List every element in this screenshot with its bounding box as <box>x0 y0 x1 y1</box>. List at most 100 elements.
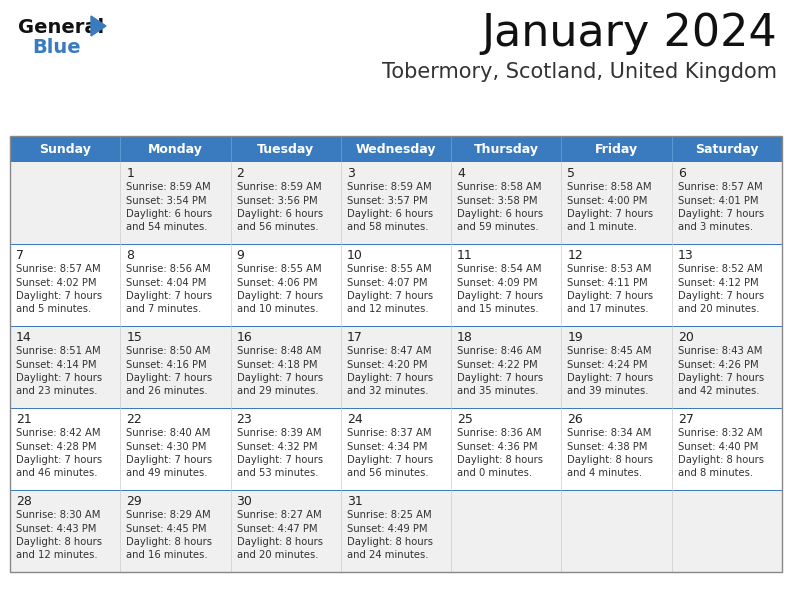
Text: Daylight: 7 hours: Daylight: 7 hours <box>347 373 433 383</box>
Text: 15: 15 <box>126 331 142 344</box>
Bar <box>672 326 782 408</box>
Bar <box>562 408 672 490</box>
Text: Daylight: 7 hours: Daylight: 7 hours <box>237 291 322 301</box>
Text: Friday: Friday <box>595 143 638 155</box>
Text: Daylight: 7 hours: Daylight: 7 hours <box>457 373 543 383</box>
Text: Sunset: 4:26 PM: Sunset: 4:26 PM <box>678 359 758 370</box>
Bar <box>120 244 230 326</box>
Text: Sunrise: 8:47 AM: Sunrise: 8:47 AM <box>347 346 432 356</box>
Text: 11: 11 <box>457 249 473 262</box>
Text: and 46 minutes.: and 46 minutes. <box>16 469 97 479</box>
Text: 4: 4 <box>457 167 465 180</box>
Text: Tobermory, Scotland, United Kingdom: Tobermory, Scotland, United Kingdom <box>382 62 777 82</box>
Bar <box>341 490 451 572</box>
Bar <box>230 490 341 572</box>
Bar <box>451 244 562 326</box>
Text: 17: 17 <box>347 331 363 344</box>
Text: 19: 19 <box>567 331 583 344</box>
Text: Sunset: 4:18 PM: Sunset: 4:18 PM <box>237 359 317 370</box>
Text: and 16 minutes.: and 16 minutes. <box>126 551 208 561</box>
Text: Sunset: 4:09 PM: Sunset: 4:09 PM <box>457 277 538 288</box>
Text: Daylight: 7 hours: Daylight: 7 hours <box>567 291 653 301</box>
Text: Daylight: 8 hours: Daylight: 8 hours <box>567 455 653 465</box>
Bar <box>672 408 782 490</box>
Text: Daylight: 7 hours: Daylight: 7 hours <box>237 455 322 465</box>
Bar <box>672 490 782 572</box>
Text: Daylight: 7 hours: Daylight: 7 hours <box>16 373 102 383</box>
Text: and 42 minutes.: and 42 minutes. <box>678 387 760 397</box>
Text: 27: 27 <box>678 413 694 426</box>
Text: Sunrise: 8:59 AM: Sunrise: 8:59 AM <box>126 182 211 192</box>
Text: Sunset: 4:01 PM: Sunset: 4:01 PM <box>678 195 758 206</box>
Text: 12: 12 <box>567 249 583 262</box>
Text: 7: 7 <box>16 249 24 262</box>
Text: Sunrise: 8:58 AM: Sunrise: 8:58 AM <box>457 182 542 192</box>
Text: Daylight: 8 hours: Daylight: 8 hours <box>347 537 433 547</box>
Text: Sunset: 4:43 PM: Sunset: 4:43 PM <box>16 523 97 534</box>
Bar <box>451 162 562 244</box>
Text: Sunrise: 8:32 AM: Sunrise: 8:32 AM <box>678 428 762 438</box>
Text: Sunrise: 8:55 AM: Sunrise: 8:55 AM <box>347 264 432 274</box>
Text: Sunrise: 8:52 AM: Sunrise: 8:52 AM <box>678 264 763 274</box>
Text: Sunset: 4:00 PM: Sunset: 4:00 PM <box>567 195 648 206</box>
Text: and 59 minutes.: and 59 minutes. <box>457 223 539 233</box>
Text: Daylight: 8 hours: Daylight: 8 hours <box>457 455 543 465</box>
Text: and 8 minutes.: and 8 minutes. <box>678 469 753 479</box>
Text: Daylight: 8 hours: Daylight: 8 hours <box>126 537 212 547</box>
Text: 5: 5 <box>567 167 576 180</box>
Text: Sunset: 4:40 PM: Sunset: 4:40 PM <box>678 441 758 452</box>
Text: Sunrise: 8:58 AM: Sunrise: 8:58 AM <box>567 182 652 192</box>
Text: Daylight: 7 hours: Daylight: 7 hours <box>16 291 102 301</box>
Bar <box>672 136 782 162</box>
Text: and 15 minutes.: and 15 minutes. <box>457 305 539 315</box>
Text: Sunday: Sunday <box>40 143 91 155</box>
Bar <box>120 490 230 572</box>
Text: and 3 minutes.: and 3 minutes. <box>678 223 753 233</box>
Bar <box>672 244 782 326</box>
Text: Daylight: 8 hours: Daylight: 8 hours <box>678 455 763 465</box>
Text: Sunset: 4:14 PM: Sunset: 4:14 PM <box>16 359 97 370</box>
Text: 8: 8 <box>126 249 135 262</box>
Bar <box>451 326 562 408</box>
Text: Thursday: Thursday <box>474 143 539 155</box>
Text: Sunrise: 8:54 AM: Sunrise: 8:54 AM <box>457 264 542 274</box>
Bar <box>230 162 341 244</box>
Text: and 56 minutes.: and 56 minutes. <box>237 223 318 233</box>
Bar <box>451 136 562 162</box>
Text: and 53 minutes.: and 53 minutes. <box>237 469 318 479</box>
Text: Daylight: 8 hours: Daylight: 8 hours <box>237 537 322 547</box>
Text: Sunrise: 8:53 AM: Sunrise: 8:53 AM <box>567 264 652 274</box>
Text: and 23 minutes.: and 23 minutes. <box>16 387 97 397</box>
Text: Wednesday: Wednesday <box>356 143 436 155</box>
Text: Sunset: 4:24 PM: Sunset: 4:24 PM <box>567 359 648 370</box>
Text: Daylight: 7 hours: Daylight: 7 hours <box>16 455 102 465</box>
Bar <box>341 326 451 408</box>
Bar <box>341 244 451 326</box>
Text: and 58 minutes.: and 58 minutes. <box>347 223 428 233</box>
Bar <box>230 136 341 162</box>
Text: and 10 minutes.: and 10 minutes. <box>237 305 318 315</box>
Bar <box>562 162 672 244</box>
Bar <box>562 244 672 326</box>
Text: Daylight: 7 hours: Daylight: 7 hours <box>678 373 763 383</box>
Bar <box>451 408 562 490</box>
Text: and 4 minutes.: and 4 minutes. <box>567 469 642 479</box>
Text: Daylight: 7 hours: Daylight: 7 hours <box>237 373 322 383</box>
Text: Daylight: 7 hours: Daylight: 7 hours <box>347 455 433 465</box>
Text: Daylight: 7 hours: Daylight: 7 hours <box>126 373 212 383</box>
Text: and 29 minutes.: and 29 minutes. <box>237 387 318 397</box>
Text: Sunrise: 8:29 AM: Sunrise: 8:29 AM <box>126 510 211 520</box>
Bar <box>120 162 230 244</box>
Text: and 20 minutes.: and 20 minutes. <box>237 551 318 561</box>
Text: Daylight: 8 hours: Daylight: 8 hours <box>16 537 102 547</box>
Text: Sunrise: 8:37 AM: Sunrise: 8:37 AM <box>347 428 432 438</box>
Text: Sunrise: 8:59 AM: Sunrise: 8:59 AM <box>347 182 432 192</box>
Text: Sunrise: 8:46 AM: Sunrise: 8:46 AM <box>457 346 542 356</box>
Text: Sunset: 4:34 PM: Sunset: 4:34 PM <box>347 441 427 452</box>
Bar <box>10 162 120 244</box>
Text: and 20 minutes.: and 20 minutes. <box>678 305 760 315</box>
Text: Sunset: 4:36 PM: Sunset: 4:36 PM <box>457 441 538 452</box>
Text: Sunset: 3:54 PM: Sunset: 3:54 PM <box>126 195 207 206</box>
Text: Sunset: 4:12 PM: Sunset: 4:12 PM <box>678 277 758 288</box>
Text: 16: 16 <box>237 331 253 344</box>
